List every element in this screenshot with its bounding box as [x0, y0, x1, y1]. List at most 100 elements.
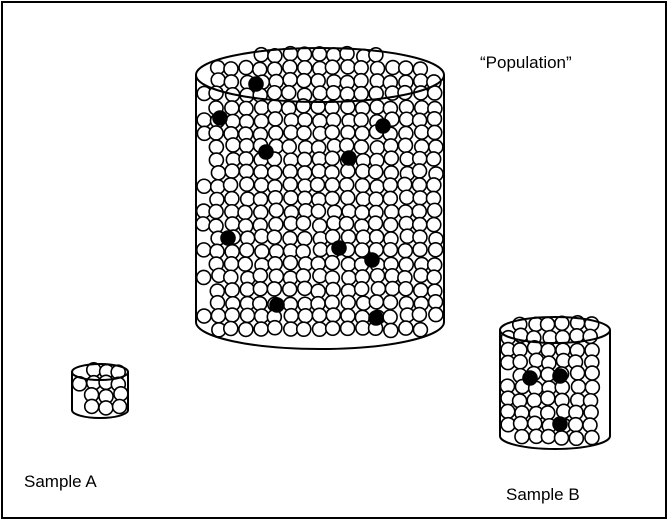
- sample-b-body: [499, 330, 611, 450]
- ball: [312, 85, 328, 101]
- ball: [397, 137, 414, 154]
- ball: [238, 137, 255, 154]
- ball: [325, 85, 342, 101]
- ball: [223, 61, 239, 77]
- ball: [253, 99, 270, 116]
- ball: [267, 111, 284, 127]
- ball: [382, 217, 399, 233]
- ball: [584, 379, 601, 396]
- ball: [355, 320, 371, 336]
- ball: [280, 84, 297, 101]
- ball: [512, 354, 528, 370]
- ball: [239, 307, 256, 324]
- ball: [208, 139, 225, 155]
- ball: [297, 307, 314, 324]
- ball: [339, 189, 356, 206]
- ball: [224, 100, 240, 116]
- ball: [584, 429, 600, 446]
- ball: [253, 164, 269, 180]
- ball: [312, 267, 328, 284]
- ball: [210, 72, 227, 88]
- ball: [514, 428, 530, 445]
- ball: [268, 202, 285, 219]
- ball: [83, 398, 100, 415]
- ball: [340, 256, 357, 273]
- ball: [382, 190, 399, 207]
- ball: [295, 321, 312, 337]
- ball: [296, 125, 312, 141]
- ball: [325, 281, 341, 298]
- dark-ball: [375, 118, 391, 134]
- sample-b-label: Sample B: [506, 485, 580, 504]
- ball: [113, 386, 129, 402]
- ball: [324, 150, 341, 167]
- ball: [324, 254, 340, 271]
- ball: [340, 163, 356, 179]
- ball: [411, 203, 428, 220]
- ball: [382, 177, 399, 193]
- ball: [426, 177, 442, 193]
- ball: [252, 280, 269, 297]
- ball: [296, 72, 312, 89]
- dark-ball: [269, 297, 285, 313]
- ball: [382, 309, 398, 325]
- ball: [583, 404, 599, 421]
- ball: [283, 190, 299, 206]
- ball: [267, 319, 283, 336]
- ball: [282, 71, 298, 88]
- ball: [353, 139, 370, 155]
- ball: [283, 124, 299, 141]
- ball: [338, 176, 355, 193]
- ball: [311, 163, 327, 180]
- ball: [324, 59, 341, 76]
- dark-ball: [552, 368, 568, 384]
- ball: [296, 151, 313, 168]
- ball: [411, 163, 428, 179]
- ball: [385, 59, 401, 76]
- ball: [540, 390, 556, 406]
- ball: [384, 280, 401, 297]
- ball: [338, 137, 355, 154]
- ball: [384, 268, 400, 284]
- ball: [528, 352, 545, 369]
- ball: [339, 320, 356, 337]
- ball: [297, 112, 313, 128]
- ball: [238, 242, 255, 258]
- ball: [225, 137, 241, 153]
- ball: [281, 281, 298, 298]
- ball: [311, 307, 328, 324]
- ball: [223, 256, 240, 272]
- ball: [266, 84, 283, 101]
- ball: [238, 163, 255, 180]
- ball: [427, 241, 444, 258]
- ball: [398, 256, 415, 273]
- ball: [383, 150, 400, 166]
- ball: [355, 229, 372, 246]
- dark-ball: [331, 240, 347, 256]
- ball: [499, 403, 516, 420]
- ball: [398, 111, 415, 128]
- ball: [413, 267, 429, 284]
- ball: [426, 202, 443, 219]
- ball: [397, 280, 414, 297]
- ball: [296, 230, 313, 247]
- ball: [224, 282, 240, 298]
- ball: [283, 321, 299, 337]
- ball: [251, 61, 268, 78]
- ball: [341, 269, 357, 286]
- sample-a-body: [71, 372, 129, 419]
- population-label: “Population”: [480, 53, 572, 72]
- ball: [582, 417, 598, 433]
- ball: [239, 176, 255, 192]
- ball: [426, 269, 442, 286]
- population-body: [195, 75, 445, 350]
- ball: [354, 177, 371, 194]
- ball: [383, 204, 400, 220]
- ball: [539, 405, 556, 421]
- ball: [540, 428, 557, 445]
- ball: [369, 99, 385, 115]
- ball: [426, 124, 443, 141]
- ball: [195, 269, 212, 286]
- dark-ball: [248, 76, 264, 92]
